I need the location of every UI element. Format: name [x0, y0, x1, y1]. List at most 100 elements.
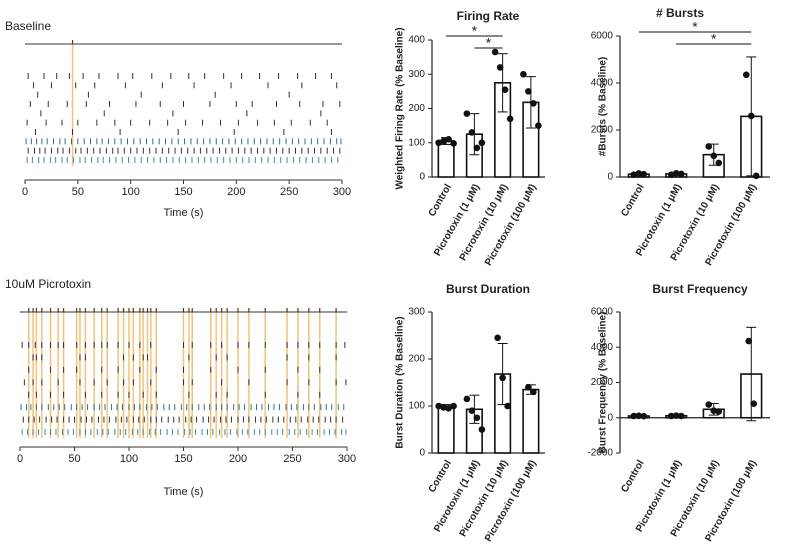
data-point — [445, 405, 452, 412]
y-tick-label: 300 — [408, 69, 425, 80]
y-axis-label: Weighted Firing Rate (% Baseline) — [395, 27, 406, 189]
y-axis-label: Burst Duration (% Baseline) — [395, 316, 406, 448]
data-point — [630, 412, 638, 420]
data-point — [496, 64, 504, 71]
y-tick-label: 300 — [408, 307, 425, 318]
data-point — [473, 414, 481, 422]
y-tick-label: 200 — [408, 103, 425, 114]
y-tick-label: 4000 — [591, 342, 614, 353]
y-tick-label: 2000 — [591, 377, 614, 388]
y-tick-label: 0 — [419, 448, 425, 459]
y-tick-label: 4000 — [591, 78, 614, 89]
data-point — [530, 388, 537, 396]
data-point — [672, 412, 680, 419]
data-point — [672, 169, 680, 177]
data-point — [747, 112, 755, 120]
data-point — [504, 402, 511, 410]
data-point — [715, 408, 723, 415]
y-tick-label: 6000 — [591, 31, 614, 42]
x-tick-label: 0 — [22, 186, 28, 198]
x-tick-label: 50 — [72, 186, 84, 198]
x-tick-label: 0 — [17, 453, 23, 465]
chart-title: Burst Frequency — [652, 282, 748, 296]
data-point — [435, 402, 442, 410]
x-tick-label: 150 — [174, 186, 192, 198]
data-point — [705, 143, 713, 150]
x-tick-label: Control — [427, 182, 454, 218]
x-tick-label: 100 — [120, 453, 138, 465]
significance-star: * — [472, 23, 478, 39]
bar — [522, 388, 540, 454]
y-axis-label: Burst Frequency (% Baseline) — [598, 312, 609, 454]
data-point — [677, 170, 685, 178]
x-axis-label: Time (s) — [164, 486, 204, 498]
data-point — [525, 88, 532, 95]
data-point — [506, 115, 514, 123]
x-tick-label: 200 — [229, 453, 247, 465]
significance-star: * — [486, 35, 492, 51]
data-point — [478, 139, 486, 147]
data-point — [440, 404, 447, 411]
bar — [437, 406, 455, 454]
x-axis-label: Time (s) — [164, 207, 204, 219]
data-point — [677, 412, 685, 420]
data-point — [635, 170, 643, 177]
bar — [437, 140, 455, 178]
data-point — [450, 140, 457, 147]
x-tick-label: Control — [427, 458, 454, 494]
significance-star: * — [711, 31, 717, 47]
data-point — [468, 407, 476, 415]
y-tick-label: 200 — [408, 354, 425, 365]
x-tick-label: 250 — [280, 186, 298, 198]
data-point — [525, 383, 532, 391]
x-tick-label: 250 — [283, 453, 301, 465]
x-tick-label: 300 — [333, 186, 351, 198]
data-point — [640, 412, 648, 420]
data-point — [445, 136, 452, 143]
data-point — [491, 48, 499, 56]
data-point — [667, 171, 675, 178]
data-point — [745, 337, 753, 345]
data-point — [450, 402, 457, 410]
data-point — [640, 170, 648, 178]
x-tick-label: 50 — [68, 453, 80, 465]
data-point — [530, 100, 537, 107]
y-tick-label: 2000 — [591, 125, 614, 136]
y-tick-label: 400 — [408, 35, 425, 46]
y-tick-label: 0 — [607, 412, 613, 423]
data-point — [494, 334, 501, 342]
data-point — [667, 412, 675, 420]
significance-star: * — [692, 19, 698, 35]
x-tick-label: 300 — [338, 453, 356, 465]
y-tick-label: 0 — [419, 172, 425, 183]
x-tick-label: 200 — [227, 186, 245, 198]
panel-title: Baseline — [5, 19, 51, 33]
data-point — [473, 144, 481, 152]
y-tick-label: -2000 — [587, 448, 613, 459]
y-axis-label: #Bursts (% Baseline) — [598, 57, 609, 156]
data-point — [630, 171, 638, 178]
data-point — [478, 426, 486, 433]
data-point — [435, 139, 442, 147]
x-tick-label: Picrotoxin (100 μM) — [483, 458, 539, 543]
data-point — [705, 401, 713, 408]
x-tick-label: Control — [619, 182, 646, 218]
x-tick-label: 100 — [121, 186, 139, 198]
data-point — [499, 374, 506, 382]
chart-title: Burst Duration — [446, 282, 530, 296]
data-point — [750, 400, 758, 407]
data-point — [535, 122, 542, 129]
data-point — [715, 159, 723, 167]
x-tick-label: Picrotoxin (100 μM) — [483, 182, 539, 267]
y-tick-label: 100 — [408, 401, 425, 412]
y-tick-label: 6000 — [591, 307, 614, 318]
y-tick-label: 100 — [408, 137, 425, 148]
data-point — [635, 412, 643, 420]
data-point — [742, 71, 750, 79]
data-point — [710, 407, 718, 415]
x-tick-label: 150 — [174, 453, 192, 465]
panel-title: 10uM Picrotoxin — [5, 277, 91, 291]
data-point — [463, 395, 471, 403]
data-point — [752, 172, 760, 180]
